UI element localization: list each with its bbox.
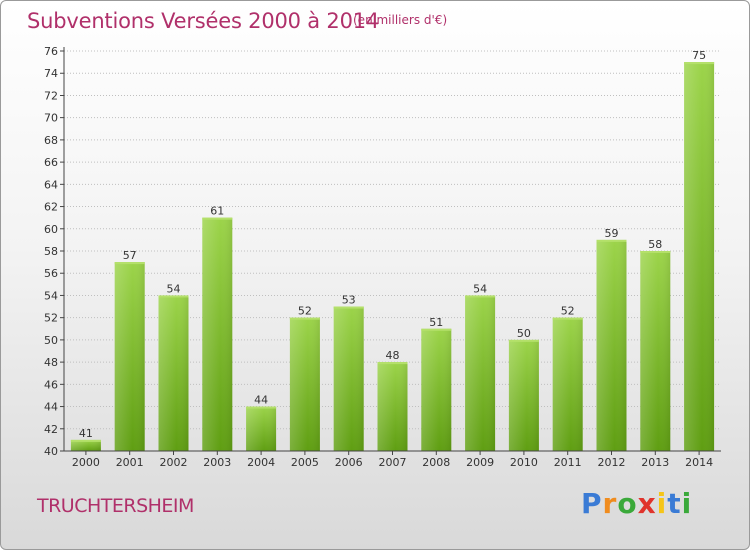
value-label: 54 — [167, 282, 181, 295]
bar-top-edge — [158, 295, 189, 298]
y-tick-label: 46 — [44, 378, 58, 391]
bar-top-edge — [421, 328, 452, 331]
x-tick-label: 2013 — [641, 456, 669, 469]
bar-shade — [684, 62, 715, 451]
logo-letter: t — [667, 487, 682, 520]
y-tick-label: 68 — [44, 134, 58, 147]
bar-shade — [289, 317, 320, 451]
y-tick-label: 54 — [44, 289, 58, 302]
value-labels: 41 57 54 61 44 52 53 48 51 54 50 52 59 58 75 — [79, 49, 706, 440]
bar-top-edge — [508, 339, 539, 342]
bars — [70, 62, 715, 451]
commune-name: TRUCHTERSHEIM — [37, 495, 194, 517]
bar-top-edge — [640, 251, 671, 253]
y-tick-label: 44 — [44, 401, 58, 414]
value-label: 59 — [605, 227, 619, 240]
y-tick-label: 56 — [44, 267, 58, 280]
value-label: 75 — [692, 49, 706, 62]
bar-shade — [158, 295, 189, 451]
x-tick-label: 2008 — [422, 456, 450, 469]
bar-top-edge — [333, 306, 364, 309]
y-tick-label: 40 — [44, 445, 58, 458]
bar-top-edge — [114, 262, 145, 265]
bar-shade — [596, 239, 627, 451]
bar-shade — [246, 406, 277, 451]
bar-shade — [70, 439, 101, 451]
x-tick-label: 2004 — [247, 456, 275, 469]
bar-top-edge — [684, 62, 715, 65]
logo-letter: r — [602, 487, 618, 520]
x-tick-label: 2006 — [335, 456, 363, 469]
value-label: 52 — [298, 305, 312, 318]
value-label: 58 — [648, 238, 662, 251]
value-label: 52 — [561, 305, 575, 318]
y-tick-label: 64 — [44, 178, 58, 191]
x-tick-label: 2000 — [72, 456, 100, 469]
y-tick-label: 66 — [44, 156, 58, 169]
x-tick-label: 2010 — [510, 456, 538, 469]
bar-shade — [377, 362, 408, 451]
bar-top-edge — [202, 217, 233, 220]
bar-shade — [465, 295, 496, 451]
y-tick-label: 72 — [44, 89, 58, 102]
x-tick-label: 2012 — [598, 456, 626, 469]
x-tick-label: 2003 — [203, 456, 231, 469]
chart-title: Subventions Versées 2000 à 2014 — [27, 9, 380, 33]
bar-top-edge — [552, 317, 583, 320]
x-tick-labels: 2000 2001 2002 2003 2004 2005 2006 2007 2008 2009… — [72, 451, 713, 469]
value-label: 57 — [123, 249, 137, 262]
value-label: 48 — [386, 349, 400, 362]
y-tick-label: 42 — [44, 423, 58, 436]
unit-note: (en milliers d'€) — [353, 13, 448, 27]
bar-top-edge — [246, 406, 277, 409]
logo-letter: i — [681, 487, 693, 520]
bar-top-edge — [289, 317, 320, 320]
x-tick-label: 2002 — [160, 456, 188, 469]
x-tick-label: 2011 — [554, 456, 582, 469]
y-tick-label: 74 — [44, 67, 58, 80]
grid-lines — [60, 50, 721, 452]
x-tick-label: 2001 — [116, 456, 144, 469]
y-tick-label: 50 — [44, 334, 58, 347]
bar-shade — [333, 306, 364, 451]
y-tick-label: 76 — [44, 45, 58, 58]
bar-top-edge — [377, 362, 408, 365]
logo-letter: P — [581, 487, 603, 520]
bar-top-edge — [465, 295, 496, 298]
x-tick-label: 2005 — [291, 456, 319, 469]
bar-shade — [640, 251, 671, 451]
x-tick-label: 2007 — [379, 456, 407, 469]
y-tick-label: 48 — [44, 356, 58, 369]
bar-shade — [114, 262, 145, 451]
value-label: 51 — [429, 316, 443, 329]
x-tick-label: 2009 — [466, 456, 494, 469]
value-label: 53 — [342, 294, 356, 307]
value-label: 54 — [473, 282, 487, 295]
x-tick-label: 2014 — [685, 456, 713, 469]
value-label: 61 — [210, 205, 224, 218]
logo-letter: x — [637, 487, 657, 520]
logo-letter: i — [656, 487, 668, 520]
bar-shade — [202, 217, 233, 451]
value-label: 50 — [517, 327, 531, 340]
y-tick-label: 58 — [44, 245, 58, 258]
y-tick-label: 70 — [44, 112, 58, 125]
bar-top-edge — [596, 239, 627, 242]
y-tick-label: 62 — [44, 201, 58, 214]
proxiti-logo: Proxiti — [581, 487, 692, 520]
bar-shade — [421, 328, 452, 451]
y-tick-label: 60 — [44, 223, 58, 236]
value-label: 41 — [79, 427, 93, 440]
value-label: 44 — [254, 394, 268, 407]
bar-shade — [552, 317, 583, 451]
y-tick-label: 52 — [44, 312, 58, 325]
bar-shade — [508, 339, 539, 451]
logo-letter: o — [617, 487, 638, 520]
y-tick-labels: 40 42 44 46 48 50 52 54 56 58 60 62 64 66 68 70 72 74 76 — [44, 45, 58, 458]
bar-top-edge — [70, 439, 101, 442]
